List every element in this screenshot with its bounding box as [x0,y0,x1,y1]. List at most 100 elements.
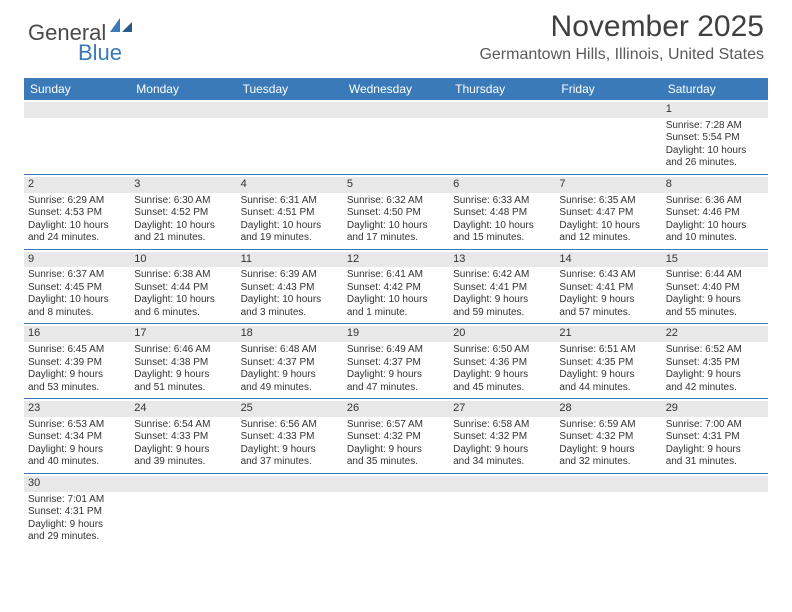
calendar-cell-empty [343,100,449,174]
sunrise-text: Sunrise: 6:46 AM [134,344,232,357]
weekday-header: Sunday [24,78,130,100]
sunset-text: Sunset: 4:33 PM [241,431,339,444]
day2-text: and 45 minutes. [453,382,551,395]
calendar-cell: 29Sunrise: 7:00 AMSunset: 4:31 PMDayligh… [662,399,768,473]
calendar-cell: 10Sunrise: 6:38 AMSunset: 4:44 PMDayligh… [130,250,236,324]
calendar-cell-empty [449,100,555,174]
day1-text: Daylight: 9 hours [666,444,764,457]
sunset-text: Sunset: 4:37 PM [347,357,445,370]
day1-text: Daylight: 9 hours [559,444,657,457]
day1-text: Daylight: 9 hours [241,369,339,382]
sunset-text: Sunset: 4:38 PM [134,357,232,370]
day-number: 26 [343,401,449,417]
day-number: 6 [449,177,555,193]
day1-text: Daylight: 9 hours [453,444,551,457]
day-number: 30 [24,476,130,492]
sunrise-text: Sunrise: 7:28 AM [666,120,764,133]
day2-text: and 37 minutes. [241,456,339,469]
calendar-cell: 21Sunrise: 6:51 AMSunset: 4:35 PMDayligh… [555,324,661,398]
day-number [130,476,236,492]
day2-text: and 17 minutes. [347,232,445,245]
sunset-text: Sunset: 4:33 PM [134,431,232,444]
day-number [449,476,555,492]
day-number [343,102,449,118]
day1-text: Daylight: 9 hours [241,444,339,457]
sunrise-text: Sunrise: 6:54 AM [134,419,232,432]
day-number: 14 [555,252,661,268]
sunset-text: Sunset: 4:31 PM [666,431,764,444]
day-number [237,102,343,118]
title-block: November 2025 Germantown Hills, Illinois… [479,10,764,64]
day2-text: and 6 minutes. [134,307,232,320]
sunrise-text: Sunrise: 6:57 AM [347,419,445,432]
calendar-cell: 12Sunrise: 6:41 AMSunset: 4:42 PMDayligh… [343,250,449,324]
day-number [24,102,130,118]
day-number: 22 [662,326,768,342]
day2-text: and 31 minutes. [666,456,764,469]
calendar-week: 16Sunrise: 6:45 AMSunset: 4:39 PMDayligh… [24,324,768,399]
day2-text: and 55 minutes. [666,307,764,320]
calendar-grid: SundayMondayTuesdayWednesdayThursdayFrid… [24,78,768,548]
sunrise-text: Sunrise: 6:49 AM [347,344,445,357]
day1-text: Daylight: 10 hours [666,220,764,233]
sunset-text: Sunset: 4:32 PM [347,431,445,444]
sunset-text: Sunset: 4:34 PM [28,431,126,444]
sunset-text: Sunset: 4:45 PM [28,282,126,295]
day-number: 27 [449,401,555,417]
day2-text: and 49 minutes. [241,382,339,395]
day-number: 3 [130,177,236,193]
day-number: 9 [24,252,130,268]
day2-text: and 51 minutes. [134,382,232,395]
day2-text: and 1 minute. [347,307,445,320]
calendar-cell-empty [343,474,449,548]
day-number: 5 [343,177,449,193]
sunset-text: Sunset: 4:51 PM [241,207,339,220]
sunset-text: Sunset: 4:35 PM [559,357,657,370]
calendar-cell: 2Sunrise: 6:29 AMSunset: 4:53 PMDaylight… [24,175,130,249]
day1-text: Daylight: 10 hours [28,294,126,307]
day-number [449,102,555,118]
day-number: 23 [24,401,130,417]
calendar-cell: 9Sunrise: 6:37 AMSunset: 4:45 PMDaylight… [24,250,130,324]
calendar-cell: 13Sunrise: 6:42 AMSunset: 4:41 PMDayligh… [449,250,555,324]
day1-text: Daylight: 9 hours [28,444,126,457]
sunrise-text: Sunrise: 6:42 AM [453,269,551,282]
day2-text: and 59 minutes. [453,307,551,320]
calendar-cell-empty [555,474,661,548]
day-number [555,476,661,492]
day1-text: Daylight: 10 hours [241,220,339,233]
sunrise-text: Sunrise: 6:44 AM [666,269,764,282]
sunrise-text: Sunrise: 6:33 AM [453,195,551,208]
day-number: 1 [662,102,768,118]
day-number: 2 [24,177,130,193]
day2-text: and 39 minutes. [134,456,232,469]
day1-text: Daylight: 9 hours [666,294,764,307]
day2-text: and 47 minutes. [347,382,445,395]
day2-text: and 35 minutes. [347,456,445,469]
weekday-header-row: SundayMondayTuesdayWednesdayThursdayFrid… [24,78,768,100]
day-number: 28 [555,401,661,417]
sunrise-text: Sunrise: 6:35 AM [559,195,657,208]
calendar-cell: 18Sunrise: 6:48 AMSunset: 4:37 PMDayligh… [237,324,343,398]
sunset-text: Sunset: 4:32 PM [559,431,657,444]
day-number: 7 [555,177,661,193]
calendar-cell: 16Sunrise: 6:45 AMSunset: 4:39 PMDayligh… [24,324,130,398]
day-number: 15 [662,252,768,268]
day1-text: Daylight: 9 hours [134,444,232,457]
calendar-cell-empty [130,100,236,174]
calendar-cell: 3Sunrise: 6:30 AMSunset: 4:52 PMDaylight… [130,175,236,249]
day2-text: and 34 minutes. [453,456,551,469]
sunset-text: Sunset: 4:41 PM [559,282,657,295]
calendar-week: 23Sunrise: 6:53 AMSunset: 4:34 PMDayligh… [24,399,768,474]
calendar-cell-empty [237,474,343,548]
day-number: 8 [662,177,768,193]
day-number: 18 [237,326,343,342]
sunrise-text: Sunrise: 6:56 AM [241,419,339,432]
day1-text: Daylight: 10 hours [134,294,232,307]
sunset-text: Sunset: 4:44 PM [134,282,232,295]
day2-text: and 15 minutes. [453,232,551,245]
day1-text: Daylight: 9 hours [347,444,445,457]
calendar-cell: 28Sunrise: 6:59 AMSunset: 4:32 PMDayligh… [555,399,661,473]
day-number: 17 [130,326,236,342]
day-number: 11 [237,252,343,268]
